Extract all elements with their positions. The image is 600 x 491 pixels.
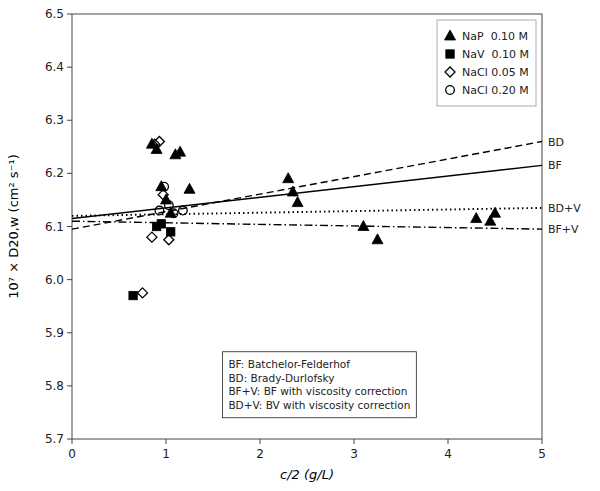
legend-marker [445, 30, 456, 40]
y-tick-label: 6.5 [45, 7, 64, 21]
point [154, 137, 164, 147]
point [358, 221, 369, 231]
point [292, 197, 303, 207]
legend-marker [446, 50, 454, 58]
y-tick-label: 5.7 [45, 432, 64, 446]
point [164, 235, 174, 245]
annotation-box [222, 352, 416, 418]
point [471, 213, 482, 223]
y-tick-label: 6.2 [45, 166, 64, 180]
point [155, 206, 164, 215]
annotation-text: BF: Batchelor-Felderhof BD: Brady-Durlofs… [228, 358, 410, 411]
point [129, 291, 137, 299]
y-tick-label: 6.1 [45, 220, 64, 234]
point [372, 234, 383, 244]
y-tick [67, 173, 72, 174]
legend-label: NaCl 0.20 M [462, 84, 529, 97]
y-tick [67, 439, 72, 440]
legend-label: NaCl 0.05 M [462, 66, 529, 79]
x-axis-label: c/2 (g/L) [280, 467, 334, 482]
annotation-line: BD: Brady-Durlofsky [228, 372, 334, 384]
y-tick [67, 279, 72, 280]
x-tick-label: 2 [256, 447, 264, 461]
legend: NaP 0.10 M NaV 0.10 M NaCl 0.05 M NaCl 0.20… [437, 20, 536, 106]
point [490, 207, 501, 217]
y-tick-label: 5.8 [45, 379, 64, 393]
point [184, 183, 195, 193]
legend-marker [445, 67, 455, 77]
x-tick [260, 439, 261, 444]
chart: 0 1 2 3 4 5 5.7 5.8 5.9 6.0 6.1 6.2 6.3 6.4 6.5 c/2 (g/… [0, 0, 600, 491]
line-labels: BD BF BD+V BF+V [548, 136, 581, 237]
legend-label: NaP 0.10 M [462, 30, 528, 43]
y-tick [67, 120, 72, 121]
y-tick [67, 14, 72, 15]
line [72, 208, 542, 216]
y-tick-label: 6.0 [45, 273, 64, 287]
scatter-series [129, 220, 175, 300]
scatter-series [138, 137, 174, 298]
y-tick [67, 332, 72, 333]
y-tick-label: 5.9 [45, 326, 64, 340]
legend-marker [446, 86, 455, 95]
point [165, 201, 174, 210]
point [287, 186, 298, 196]
y-tick [67, 226, 72, 227]
x-tick [166, 439, 167, 444]
axes: 0 1 2 3 4 5 5.7 5.8 5.9 6.0 6.1 6.2 6.3 6.4 6.5 [45, 7, 546, 461]
y-tick-label: 6.3 [45, 113, 64, 127]
annotation-line: BF+V: BF with viscosity correction [228, 385, 407, 397]
x-tick [354, 439, 355, 444]
marks [72, 137, 542, 300]
x-tick [448, 439, 449, 444]
line-label: BF+V [548, 223, 579, 236]
y-tick [67, 67, 72, 68]
y-tick-label: 6.4 [45, 60, 64, 74]
point [160, 182, 169, 191]
annotation-line: BD+V: BV with viscosity correction [228, 399, 410, 411]
scatter-series [155, 182, 187, 217]
line-label: BD [548, 136, 564, 149]
point [138, 288, 148, 298]
x-tick-label: 4 [444, 447, 452, 461]
point [169, 209, 178, 218]
plot-frame [72, 14, 542, 439]
x-tick-label: 5 [538, 447, 546, 461]
line-label: BF [548, 159, 562, 172]
line [72, 142, 542, 230]
point [147, 232, 157, 242]
annotation: BF: Batchelor-Felderhof BD: Brady-Durlofs… [222, 352, 416, 418]
x-tick [542, 439, 543, 444]
annotation-line: BF: Batchelor-Felderhof [228, 358, 350, 370]
y-axis-label: 10⁷ × D20,w (cm² s⁻¹) [6, 154, 21, 299]
point [175, 146, 186, 156]
y-tick [67, 385, 72, 386]
point [157, 220, 165, 228]
scatter-series [146, 138, 500, 244]
point [283, 173, 294, 183]
legend-box [437, 20, 536, 106]
point [167, 228, 175, 236]
line [72, 165, 542, 218]
legend-label: NaV 0.10 M [462, 48, 529, 61]
point [179, 206, 188, 215]
x-tick [72, 439, 73, 444]
line-label: BD+V [548, 202, 581, 215]
x-tick-label: 1 [162, 447, 170, 461]
x-tick-label: 0 [68, 447, 76, 461]
x-tick-label: 3 [350, 447, 358, 461]
